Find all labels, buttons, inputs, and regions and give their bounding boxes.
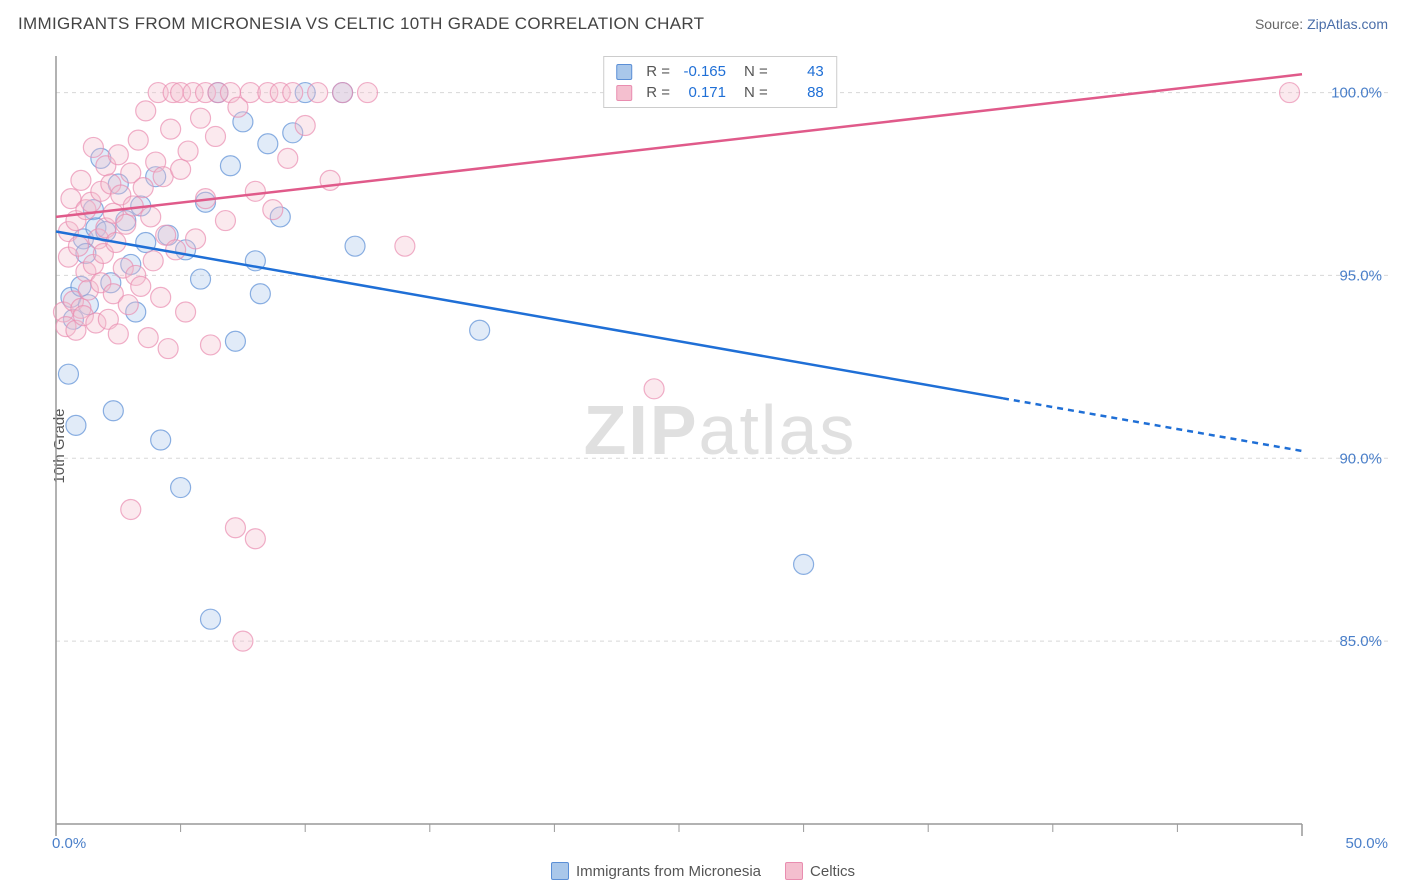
chart-area: 85.0%90.0%95.0%100.0% ZIPatlas R =-0.165… (52, 50, 1388, 842)
regression-stats-box: R = -0.165 N = 43 R = 0.171 N = 88 (603, 56, 837, 108)
stats-n-label: N = (744, 63, 768, 80)
svg-text:90.0%: 90.0% (1339, 450, 1382, 467)
legend-swatch (551, 862, 569, 880)
legend-item: Celtics (785, 862, 855, 880)
legend-label: Celtics (810, 863, 855, 880)
source-label: Source: (1255, 16, 1303, 32)
stats-n-value: 88 (778, 84, 824, 101)
stats-r-label: R = (646, 84, 670, 101)
scatter-chart: 85.0% 90.0% 95.0% 100.0% (52, 50, 1388, 842)
legend-label: Immigrants from Micronesia (576, 863, 761, 880)
x-tick-label-max: 50.0% (1345, 835, 1388, 852)
stats-r-label: R = (646, 63, 670, 80)
stats-r-value: 0.171 (680, 84, 726, 101)
source-attribution: Source: ZipAtlas.com (1255, 16, 1388, 32)
stats-r-value: -0.165 (680, 63, 726, 80)
page-title: IMMIGRANTS FROM MICRONESIA VS CELTIC 10T… (18, 14, 704, 34)
svg-text:85.0%: 85.0% (1339, 633, 1382, 650)
stats-n-label: N = (744, 84, 768, 101)
stats-swatch (616, 64, 632, 80)
stats-swatch (616, 85, 632, 101)
legend-item: Immigrants from Micronesia (551, 862, 761, 880)
legend-swatch (785, 862, 803, 880)
svg-text:100.0%: 100.0% (1331, 85, 1382, 102)
source-link[interactable]: ZipAtlas.com (1307, 16, 1388, 32)
legend-bottom: Immigrants from Micronesia Celtics (0, 862, 1406, 880)
x-tick-label-min: 0.0% (52, 835, 86, 852)
svg-text:95.0%: 95.0% (1339, 267, 1382, 284)
stats-n-value: 43 (778, 63, 824, 80)
